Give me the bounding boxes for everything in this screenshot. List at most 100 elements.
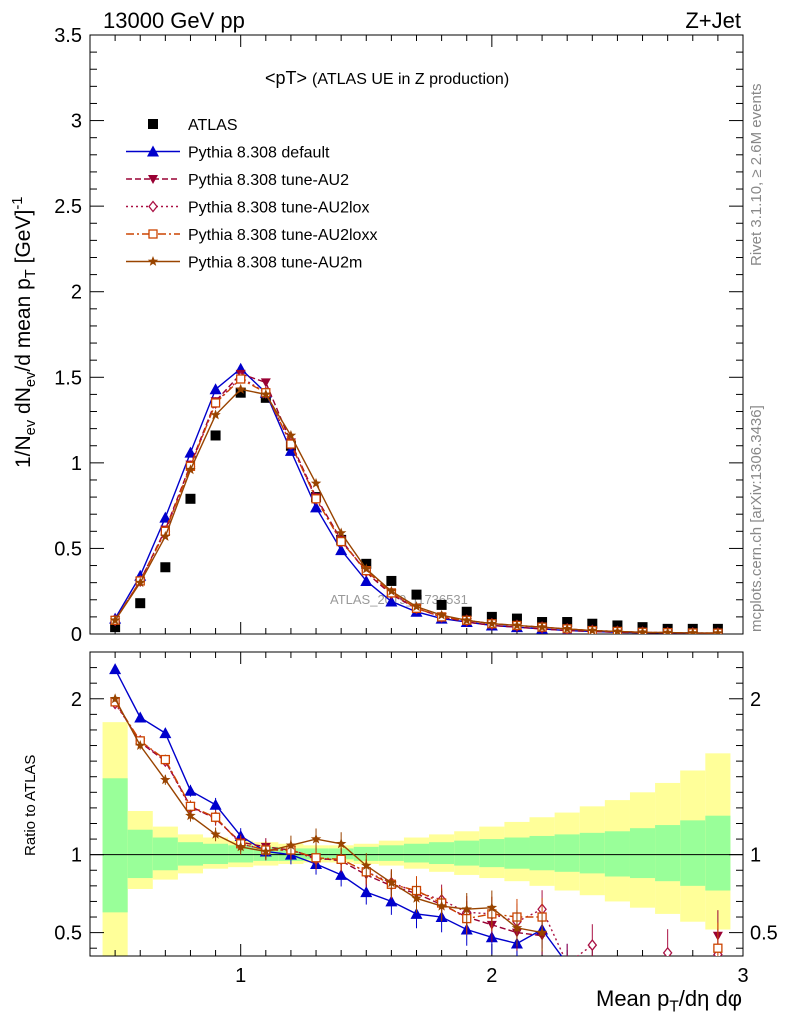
green-band-bin <box>554 834 580 872</box>
ratio-line <box>114 701 543 920</box>
ratio-uncertainty-bands <box>102 722 731 956</box>
green-band-bin <box>429 842 455 865</box>
data-point <box>360 574 373 586</box>
data-point <box>110 622 121 633</box>
data-point <box>335 544 348 556</box>
y-tick-label-right: 1 <box>750 845 761 867</box>
y-tick-label: 0.5 <box>54 538 82 560</box>
x-tick-label: 1 <box>235 965 246 987</box>
ratio-line <box>114 701 543 937</box>
ratio-point <box>486 902 498 913</box>
green-band-bin <box>629 828 656 879</box>
data-point <box>135 577 146 588</box>
y-tick-label: 2.5 <box>54 196 82 218</box>
data-point <box>235 387 246 398</box>
data-point <box>385 595 398 607</box>
ratio-point <box>210 828 221 839</box>
data-point <box>361 563 372 574</box>
y-axis-ticks-main: 0 0.5 1 1.5 2 2.5 3 3.5 <box>54 25 743 646</box>
data-point <box>310 501 323 513</box>
green-band-bin <box>403 843 430 863</box>
legend-marker <box>147 256 159 266</box>
ratio-point <box>335 838 347 849</box>
data-point <box>712 627 724 634</box>
ratio-point <box>109 663 122 675</box>
plot-title-sub: (ATLAS UE in Z production) <box>312 71 510 88</box>
y-axis-label-ratio: Ratio to ATLAS <box>22 754 39 856</box>
data-point <box>386 575 397 586</box>
data-point <box>236 374 246 384</box>
ratio-point <box>461 903 472 914</box>
ratio-point <box>360 886 373 898</box>
ratio-point <box>536 927 548 938</box>
green-band-bin <box>454 840 480 866</box>
ratio-point <box>511 922 523 933</box>
data-point <box>687 627 698 634</box>
y-tick-label: 0 <box>71 624 82 646</box>
ratio-point <box>260 846 271 856</box>
ratio-line <box>114 668 563 956</box>
legend: ATLAS Pythia 8.308 default Pythia 8.308 tu… <box>126 117 377 272</box>
y-axis-label-main: 1/Nev dNev/d mean pT [GeV]-1 <box>10 196 40 468</box>
data-point <box>210 398 221 408</box>
ratio-point <box>210 812 221 822</box>
green-band-bin <box>152 837 178 871</box>
ratio-point <box>311 853 321 863</box>
y-tick-label-right: 2 <box>750 689 761 711</box>
y-tick-label: 0.5 <box>54 923 82 945</box>
legend-label: Pythia 8.308 tune-AU2m <box>188 255 362 272</box>
legend-label: ATLAS <box>188 117 238 134</box>
ratio-point <box>662 946 673 956</box>
data-point <box>135 598 146 609</box>
data-point <box>260 388 271 399</box>
ratio-point <box>335 868 348 880</box>
series-pythia-8-308-tune-au2m <box>109 383 724 634</box>
ratio-point <box>185 801 196 811</box>
data-point <box>486 611 497 622</box>
green-band-bin <box>378 845 404 861</box>
ratio-point <box>563 959 571 969</box>
ratio-point <box>561 958 573 969</box>
ratio-point <box>184 784 197 796</box>
analysis-watermark: ATLAS_2019_I1736531 <box>330 592 468 607</box>
ratio-point <box>185 810 196 821</box>
data-point <box>210 430 221 441</box>
ratio-point <box>310 833 322 844</box>
data-point <box>637 626 648 634</box>
data-point <box>511 619 523 630</box>
data-point <box>160 562 171 573</box>
green-band-bin <box>579 832 605 874</box>
ratio-point <box>160 754 170 765</box>
ratio-point <box>587 939 598 952</box>
legend-marker <box>148 175 158 184</box>
legend-label: Pythia 8.308 tune-AU2lox <box>188 200 369 217</box>
green-band-bin <box>705 815 731 891</box>
data-point <box>311 494 321 504</box>
ratio-series-group <box>109 663 723 969</box>
data-point <box>612 625 623 634</box>
ratio-pythia-8-308-tune-au2m <box>109 693 548 952</box>
y-axis-ticks-ratio: 0.5 0.5 1 1 2 2 <box>54 667 778 949</box>
ratio-point <box>209 798 222 810</box>
green-band-bin <box>102 778 128 913</box>
legend-marker <box>147 145 159 157</box>
x-tick-label: 2 <box>486 965 497 987</box>
green-band-bin <box>680 820 706 886</box>
data-point <box>436 609 447 620</box>
ratio-point <box>159 727 172 739</box>
green-band-bin <box>479 839 505 868</box>
data-point <box>184 446 197 458</box>
ratio-point <box>386 877 397 888</box>
data-point <box>411 589 422 600</box>
data-point <box>562 623 573 634</box>
data-point <box>336 536 346 547</box>
data-point <box>260 378 271 388</box>
mcplots-reference-label: mcplots.cern.ch [arXiv:1306.3436] <box>748 405 765 632</box>
ratio-point <box>385 895 398 907</box>
y-tick-label: 1.5 <box>54 367 82 389</box>
data-point <box>662 627 673 634</box>
ratio-point <box>336 854 346 864</box>
green-band-bin <box>604 831 630 877</box>
y-tick-label: 3.5 <box>54 25 82 47</box>
